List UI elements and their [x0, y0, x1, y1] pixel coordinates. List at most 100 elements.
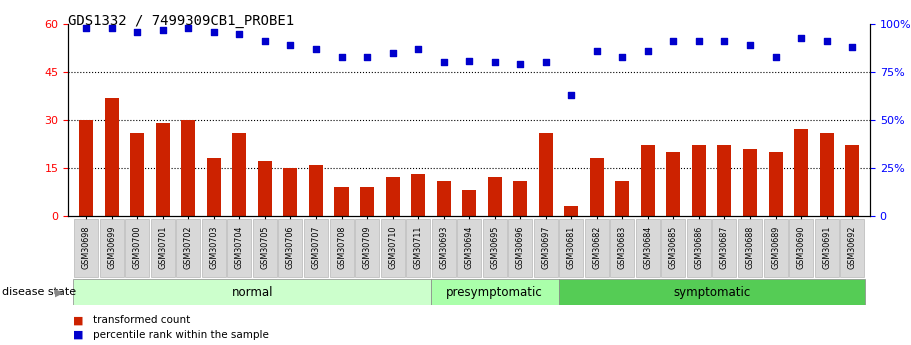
- FancyBboxPatch shape: [483, 219, 507, 277]
- Point: [130, 29, 145, 34]
- Text: GSM30695: GSM30695: [490, 226, 499, 269]
- FancyBboxPatch shape: [125, 219, 149, 277]
- FancyBboxPatch shape: [636, 219, 660, 277]
- Point: [844, 45, 859, 50]
- Bar: [436, 180, 451, 216]
- Point: [717, 39, 732, 44]
- FancyBboxPatch shape: [534, 219, 558, 277]
- Point: [487, 60, 502, 65]
- Text: transformed count: transformed count: [93, 315, 190, 325]
- FancyBboxPatch shape: [279, 219, 302, 277]
- Text: ▶: ▶: [56, 287, 64, 297]
- Text: normal: normal: [231, 286, 273, 299]
- Text: GSM30709: GSM30709: [363, 226, 372, 269]
- Point: [283, 42, 298, 48]
- Point: [105, 25, 119, 31]
- Point: [742, 42, 757, 48]
- Text: GSM30706: GSM30706: [286, 226, 295, 269]
- Bar: [181, 120, 195, 216]
- Point: [79, 25, 94, 31]
- FancyBboxPatch shape: [304, 219, 328, 277]
- Point: [819, 39, 834, 44]
- Point: [462, 58, 476, 63]
- Bar: [640, 146, 655, 216]
- Text: GSM30681: GSM30681: [567, 226, 576, 269]
- FancyBboxPatch shape: [381, 219, 404, 277]
- Point: [156, 27, 170, 33]
- FancyBboxPatch shape: [763, 219, 787, 277]
- Text: symptomatic: symptomatic: [673, 286, 751, 299]
- FancyBboxPatch shape: [432, 219, 456, 277]
- FancyBboxPatch shape: [789, 219, 814, 277]
- Bar: [718, 146, 732, 216]
- FancyBboxPatch shape: [610, 219, 634, 277]
- Bar: [487, 177, 502, 216]
- Point: [207, 29, 221, 34]
- FancyBboxPatch shape: [585, 219, 609, 277]
- Text: ■: ■: [73, 315, 84, 325]
- FancyBboxPatch shape: [74, 219, 98, 277]
- Bar: [743, 149, 757, 216]
- Text: GSM30690: GSM30690: [796, 226, 805, 269]
- Bar: [309, 165, 323, 216]
- Text: GSM30686: GSM30686: [694, 226, 703, 269]
- Bar: [156, 123, 169, 216]
- FancyBboxPatch shape: [687, 219, 711, 277]
- Text: GSM30698: GSM30698: [82, 226, 91, 269]
- Bar: [589, 158, 604, 216]
- Bar: [411, 174, 425, 216]
- Text: GSM30688: GSM30688: [745, 226, 754, 269]
- FancyBboxPatch shape: [814, 219, 839, 277]
- Point: [385, 50, 400, 56]
- Text: GSM30703: GSM30703: [210, 226, 219, 269]
- FancyBboxPatch shape: [151, 219, 175, 277]
- Text: GSM30696: GSM30696: [516, 226, 525, 269]
- Text: GSM30705: GSM30705: [261, 226, 270, 269]
- Text: GSM30702: GSM30702: [184, 226, 193, 269]
- Text: GSM30687: GSM30687: [720, 226, 729, 269]
- Bar: [513, 180, 527, 216]
- Point: [436, 60, 451, 65]
- Text: ■: ■: [73, 330, 84, 339]
- Text: percentile rank within the sample: percentile rank within the sample: [93, 330, 269, 339]
- Point: [334, 54, 349, 59]
- FancyBboxPatch shape: [457, 219, 481, 277]
- Point: [691, 39, 706, 44]
- Text: GSM30683: GSM30683: [618, 226, 627, 269]
- FancyBboxPatch shape: [738, 219, 762, 277]
- Point: [589, 48, 604, 54]
- Bar: [207, 158, 220, 216]
- Text: GSM30689: GSM30689: [771, 226, 780, 269]
- Point: [360, 54, 374, 59]
- Point: [232, 31, 247, 37]
- FancyBboxPatch shape: [406, 219, 430, 277]
- Bar: [462, 190, 476, 216]
- FancyBboxPatch shape: [202, 219, 226, 277]
- Bar: [615, 180, 630, 216]
- FancyBboxPatch shape: [330, 219, 353, 277]
- Point: [615, 54, 630, 59]
- Bar: [769, 152, 783, 216]
- Bar: [258, 161, 272, 216]
- FancyBboxPatch shape: [559, 219, 583, 277]
- Text: GSM30682: GSM30682: [592, 226, 601, 269]
- Text: GSM30694: GSM30694: [465, 226, 474, 269]
- FancyBboxPatch shape: [661, 219, 685, 277]
- FancyBboxPatch shape: [712, 219, 736, 277]
- Text: GSM30691: GSM30691: [822, 226, 831, 269]
- FancyBboxPatch shape: [840, 219, 865, 277]
- Text: GSM30700: GSM30700: [133, 226, 142, 269]
- Bar: [666, 152, 681, 216]
- FancyBboxPatch shape: [253, 219, 277, 277]
- Point: [666, 39, 681, 44]
- Bar: [538, 132, 553, 216]
- FancyBboxPatch shape: [99, 219, 124, 277]
- FancyBboxPatch shape: [177, 219, 200, 277]
- Bar: [564, 206, 578, 216]
- Bar: [79, 120, 93, 216]
- Bar: [360, 187, 374, 216]
- Bar: [385, 177, 400, 216]
- FancyBboxPatch shape: [228, 219, 251, 277]
- Text: GSM30701: GSM30701: [159, 226, 168, 269]
- Text: GSM30711: GSM30711: [414, 226, 423, 269]
